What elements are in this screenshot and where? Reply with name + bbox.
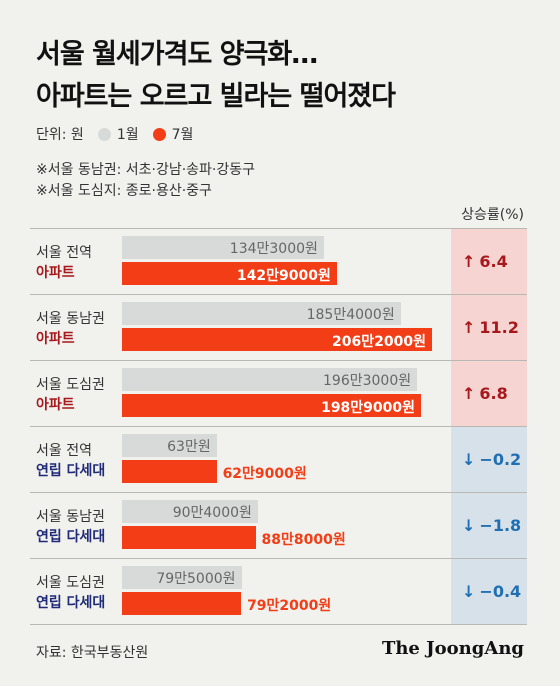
- row-type-label: 아파트: [36, 265, 75, 281]
- title-line-2: 아파트는 오르고 빌라는 떨어졌다: [36, 81, 396, 112]
- row-region-label: 서울 동남권: [36, 509, 105, 525]
- bar-jul-label: 206만2000원: [332, 334, 426, 350]
- rate-panel-down: [451, 426, 527, 624]
- note-1: ※서울 동남권: 서초·강남·송파·강동구: [36, 162, 256, 178]
- legend-jan-label: 1월: [116, 127, 139, 143]
- rate-number: −0.4: [479, 582, 522, 601]
- row-divider: [30, 492, 527, 493]
- row-type-label: 연립 다세대: [36, 529, 106, 545]
- legend-jul-swatch: [152, 127, 166, 141]
- bar-jan: [122, 566, 242, 589]
- rate-value: ↑ 11.2: [462, 318, 519, 337]
- row-divider: [30, 228, 527, 229]
- bar-jan-label: 90만4000원: [172, 505, 252, 521]
- rate-value: ↓ −1.8: [462, 516, 521, 535]
- arrow-down-icon: ↓: [462, 450, 476, 469]
- legend-jul-label: 7월: [171, 127, 194, 143]
- bar-jul: [122, 460, 217, 483]
- bar-jan: [122, 500, 258, 523]
- bar-jul-label: 198만9000원: [321, 400, 416, 416]
- rate-number: 6.8: [479, 384, 508, 403]
- row-region-label: 서울 도심권: [36, 377, 105, 393]
- rate-value: ↓ −0.2: [462, 450, 521, 469]
- rate-value: ↓ −0.4: [462, 582, 521, 601]
- bar-jul: [122, 394, 422, 417]
- row-type-label: 아파트: [36, 397, 75, 413]
- rate-value: ↑ 6.4: [462, 252, 508, 271]
- row-region-label: 서울 전역: [36, 245, 92, 261]
- legend-jan-swatch: [97, 127, 111, 141]
- bar-jul-label: 62만9000원: [222, 466, 307, 482]
- rate-number: −0.2: [479, 450, 522, 469]
- legend: 단위: 원 1월 7월: [36, 124, 193, 144]
- rate-number: 6.4: [479, 252, 508, 271]
- rate-number: −1.8: [479, 516, 522, 535]
- rate-value: ↑ 6.8: [462, 384, 508, 403]
- bar-jul: [122, 526, 256, 549]
- notes: ※서울 동남권: 서초·강남·송파·강동구 ※서울 도심지: 종로·용산·중구: [36, 160, 255, 202]
- bar-jul: [122, 328, 432, 351]
- arrow-up-icon: ↑: [462, 318, 476, 337]
- bar-jan-label: 185만4000원: [306, 307, 395, 323]
- bar-jan: [122, 302, 401, 325]
- bar-jan: [122, 434, 217, 457]
- bar-jan: [122, 236, 324, 259]
- row-divider: [30, 558, 527, 559]
- rate-number: 11.2: [479, 318, 519, 337]
- chart-title: 서울 월세가격도 양극화… 아파트는 오르고 빌라는 떨어졌다: [36, 34, 396, 118]
- row-divider: [30, 360, 527, 361]
- row-type-label: 연립 다세대: [36, 463, 106, 479]
- note-2: ※서울 도심지: 종로·용산·중구: [36, 183, 212, 199]
- unit-label: 단위: 원: [36, 127, 84, 143]
- bar-jul-label: 142만9000원: [236, 268, 331, 284]
- arrow-up-icon: ↑: [462, 384, 476, 403]
- bar-jan-label: 134만3000원: [229, 241, 318, 257]
- bar-jul-label: 88만8000원: [261, 532, 346, 548]
- row-type-label: 연립 다세대: [36, 595, 106, 611]
- row-region-label: 서울 도심권: [36, 575, 105, 591]
- row-type-label: 아파트: [36, 331, 75, 347]
- row-region-label: 서울 전역: [36, 443, 92, 459]
- bar-jan: [122, 368, 418, 391]
- bar-jan-label: 63만원: [167, 439, 211, 455]
- bar-jan-label: 196만3000원: [323, 373, 412, 389]
- rate-panel-up: [451, 228, 527, 426]
- row-divider: [30, 294, 527, 295]
- rate-header: 상승률(%): [461, 207, 524, 223]
- title-line-1: 서울 월세가격도 양극화…: [36, 39, 318, 70]
- arrow-down-icon: ↓: [462, 516, 476, 535]
- bar-jul: [122, 262, 337, 285]
- row-divider: [30, 624, 527, 625]
- row-divider: [30, 426, 527, 427]
- brand-logo: The JoongAng: [381, 638, 524, 659]
- bar-jan-label: 79만5000원: [156, 571, 236, 587]
- source: 자료: 한국부동산원: [36, 645, 149, 661]
- row-region-label: 서울 동남권: [36, 311, 105, 327]
- arrow-up-icon: ↑: [462, 252, 476, 271]
- bar-jul-label: 79만2000원: [247, 598, 332, 614]
- arrow-down-icon: ↓: [462, 582, 476, 601]
- bar-jul: [122, 592, 242, 615]
